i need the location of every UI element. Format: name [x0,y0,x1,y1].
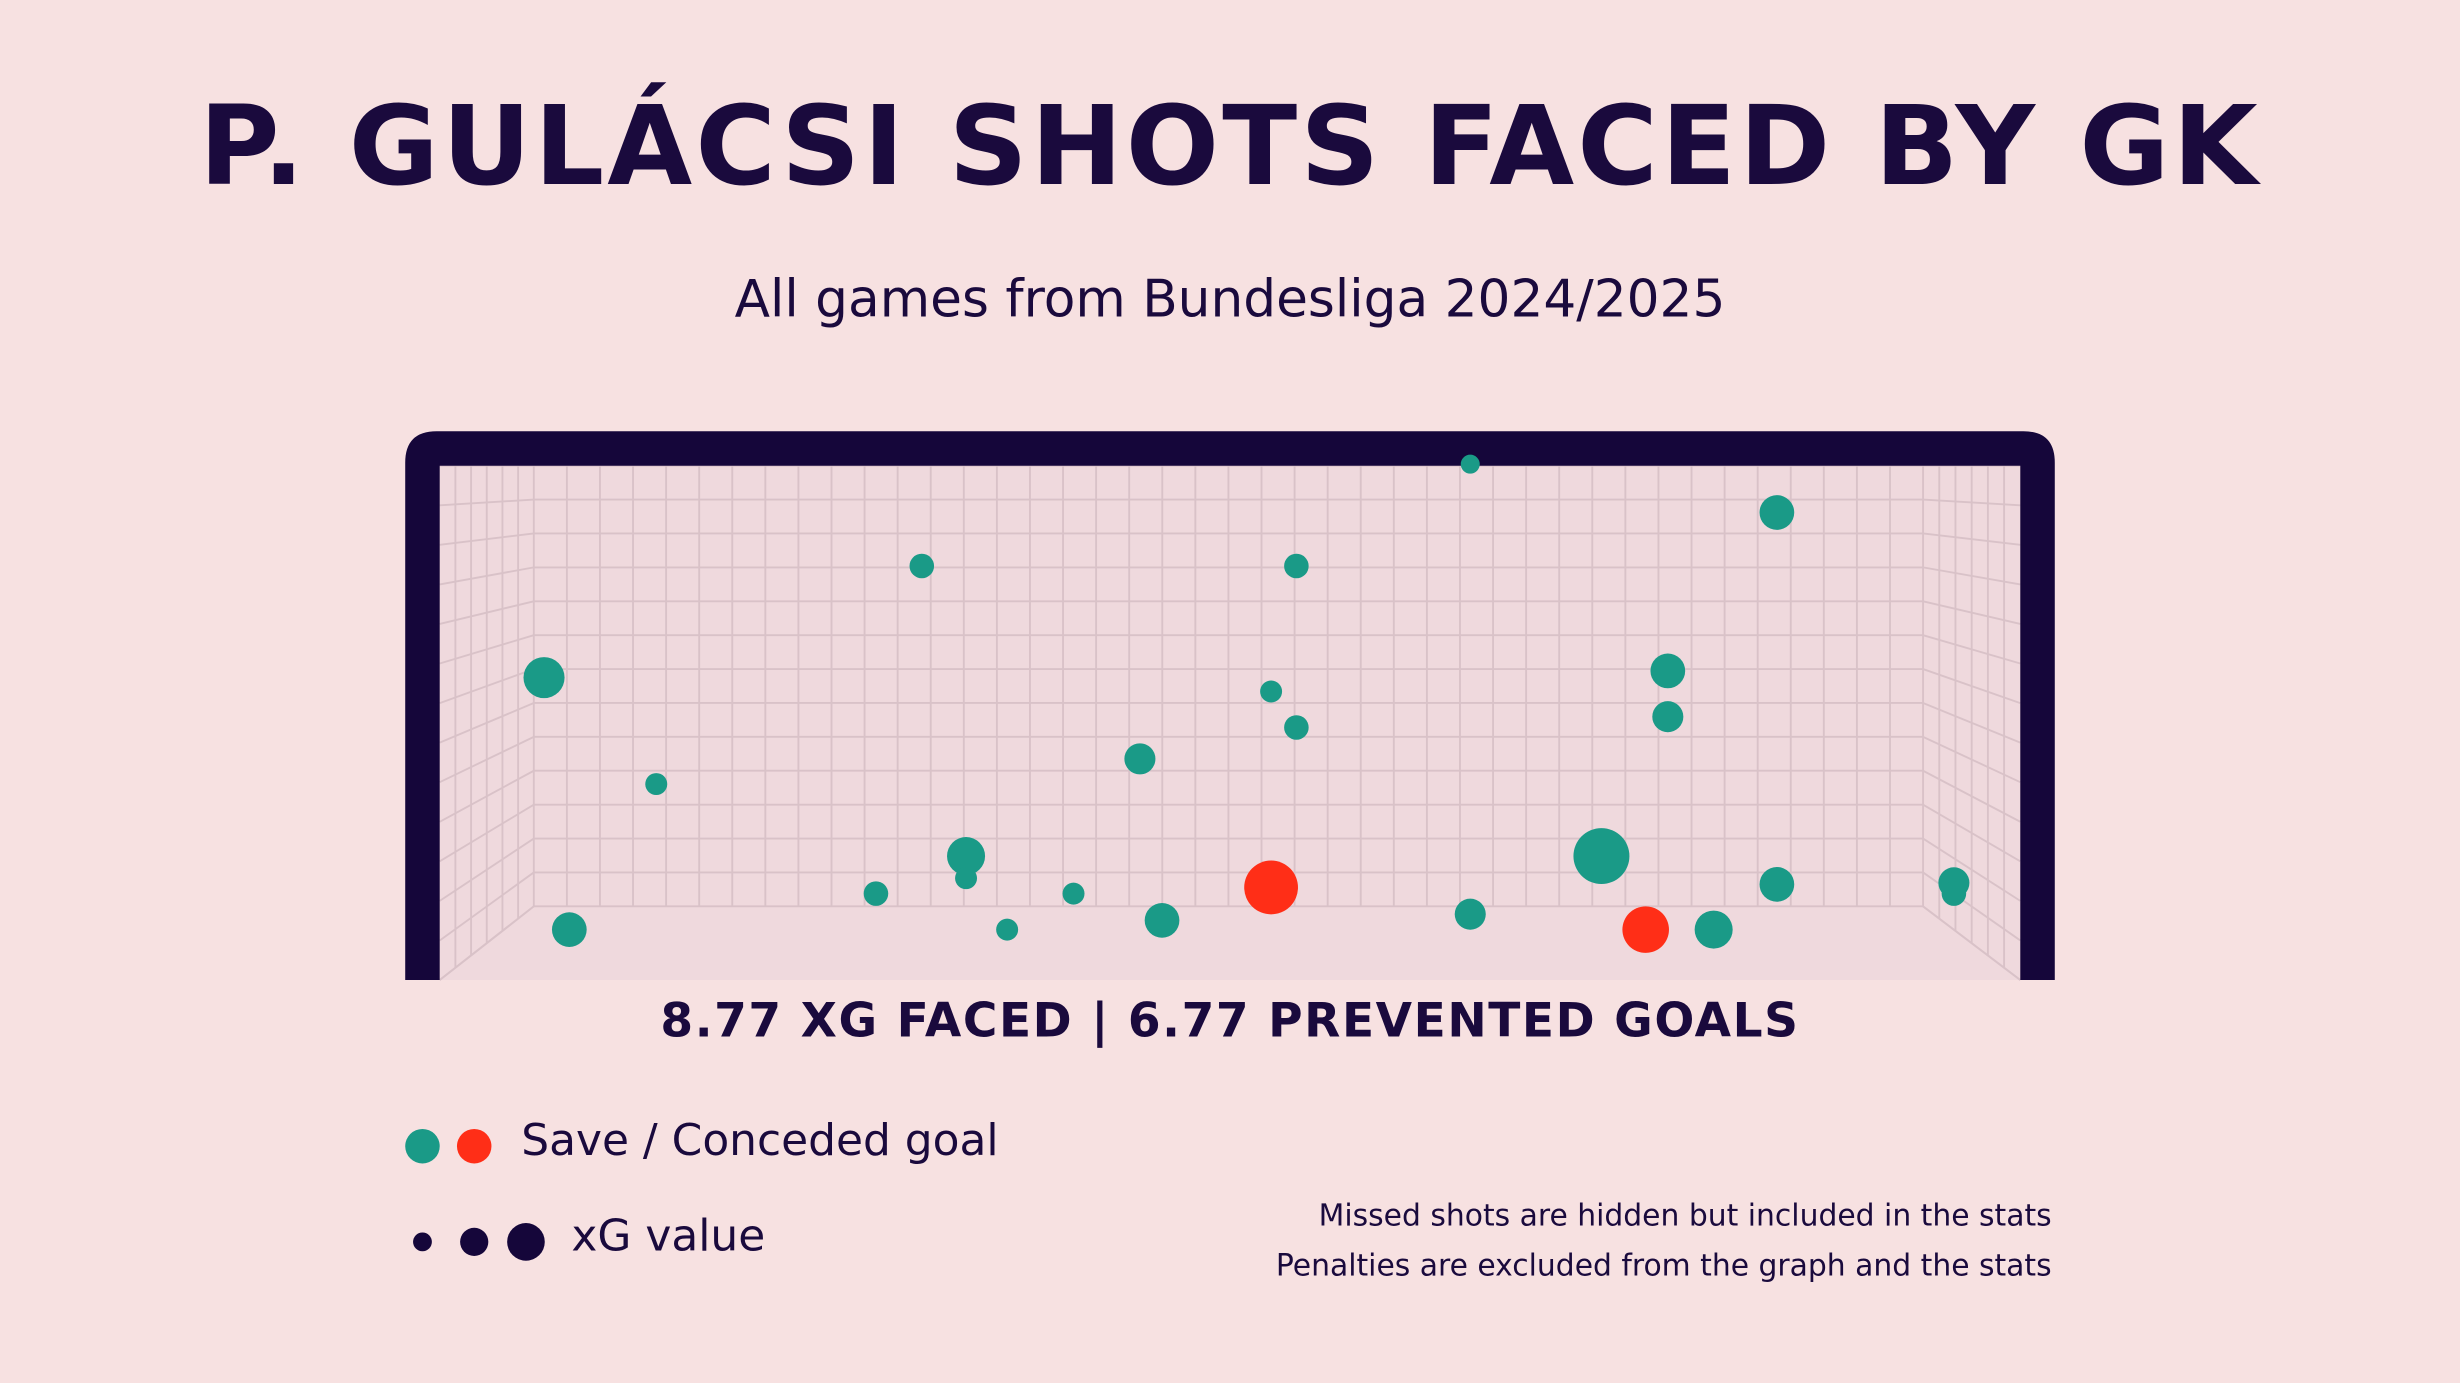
net-line [1922,905,2021,981]
shot [1460,454,1480,474]
shot [1454,898,1486,930]
shot [645,773,668,796]
shot [863,881,889,906]
shot [1260,680,1283,703]
shot [1244,860,1298,915]
shot [551,912,587,947]
shot [1759,866,1795,902]
shot [1573,828,1630,885]
legend-size: xG value [571,1211,765,1262]
legend-save-swatch [405,1128,440,1164]
shot [955,867,978,890]
chart-title: P. GULÁCSI SHOTS FACED BY GK [199,81,2261,210]
shot [1284,553,1309,579]
net-area [439,465,2021,981]
shots [523,454,1970,953]
legend-goal-swatch [456,1128,492,1164]
shot [1652,701,1684,733]
legend-size-medium [460,1227,489,1256]
shot [1062,882,1085,905]
shot [947,837,986,876]
legend-size-large [507,1223,545,1261]
shot [1694,910,1733,949]
shot [1759,495,1795,530]
note: Penalties are excluded from the graph an… [1276,1248,2052,1283]
shot [1124,743,1156,775]
net-line [439,905,535,981]
shot [1144,903,1180,938]
shot [1622,906,1669,953]
goal [439,465,2021,981]
note: Missed shots are hidden but included in … [1319,1198,2052,1233]
chart-subtitle: All games from Bundesliga 2024/2025 [735,270,1726,330]
legend-size-small [413,1232,432,1252]
shot [523,657,565,699]
shot [996,918,1019,941]
stats: 8.77 XG FACED | 6.77 PREVENTED GOALS [660,993,1799,1048]
shot [909,553,935,579]
legend-outcome: Save / Conceded goal [521,1115,998,1166]
shot [1941,881,1967,906]
shot [1650,653,1686,689]
shot [1284,715,1309,740]
net [439,464,2021,981]
